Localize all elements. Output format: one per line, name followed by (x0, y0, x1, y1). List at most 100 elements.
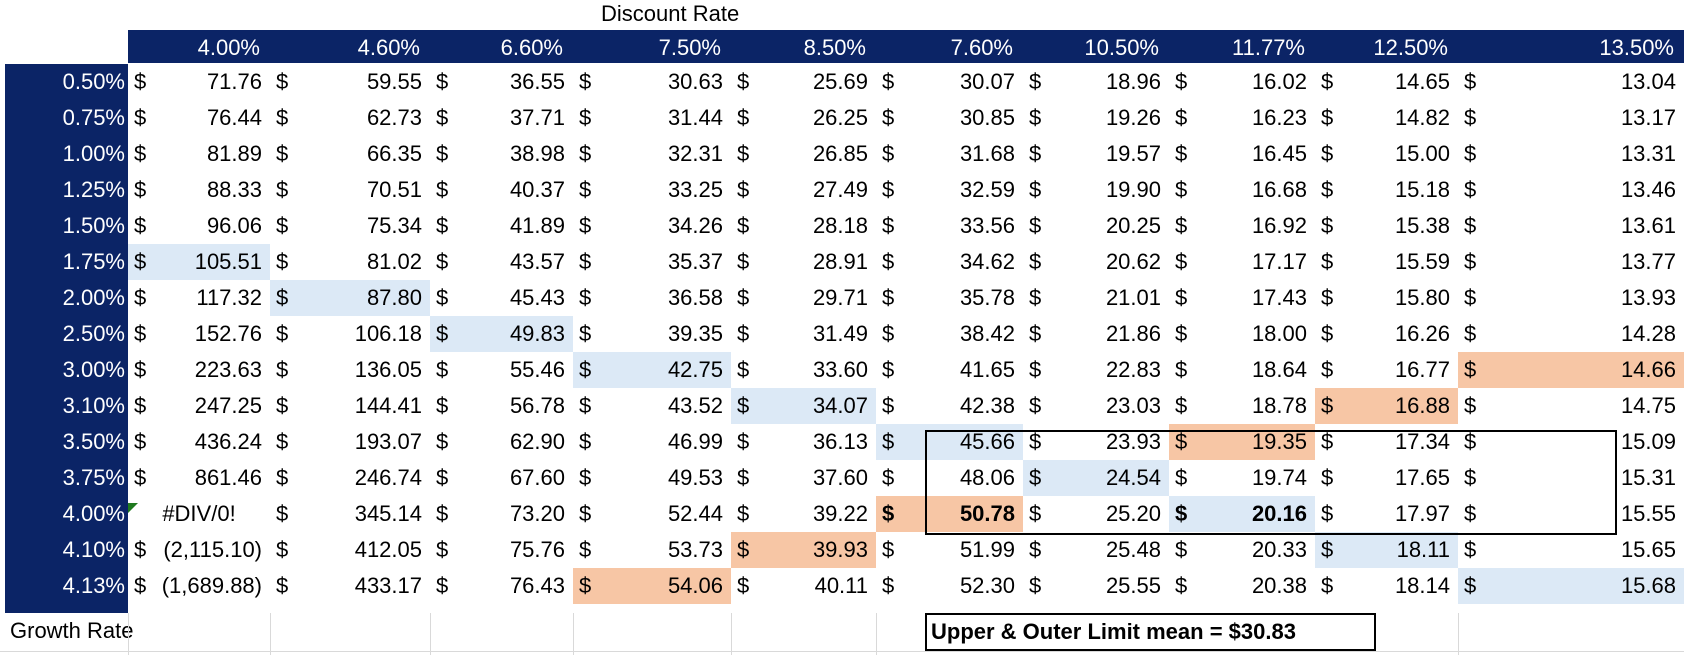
table-cell[interactable]: $13.04 (1458, 64, 1684, 100)
table-cell[interactable]: $71.76 (128, 64, 270, 100)
table-cell[interactable]: $345.14 (270, 496, 430, 532)
table-cell[interactable]: $105.51 (128, 244, 270, 280)
table-cell[interactable]: $246.74 (270, 460, 430, 496)
table-cell[interactable]: $21.86 (1023, 316, 1169, 352)
table-cell[interactable]: $52.30 (876, 568, 1023, 604)
table-cell[interactable]: $13.46 (1458, 172, 1684, 208)
table-cell[interactable]: $55.46 (430, 352, 573, 388)
table-cell[interactable]: $436.24 (128, 424, 270, 460)
table-cell[interactable]: $33.56 (876, 208, 1023, 244)
table-cell[interactable]: $14.28 (1458, 316, 1684, 352)
table-cell[interactable]: $36.55 (430, 64, 573, 100)
table-cell[interactable]: $13.17 (1458, 100, 1684, 136)
table-cell[interactable]: $32.31 (573, 136, 731, 172)
table-cell[interactable]: $46.99 (573, 424, 731, 460)
table-cell[interactable]: $18.64 (1169, 352, 1315, 388)
table-cell[interactable]: $19.26 (1023, 100, 1169, 136)
table-cell[interactable]: $66.35 (270, 136, 430, 172)
table-cell[interactable]: $87.80 (270, 280, 430, 316)
table-cell[interactable]: $50.78 (876, 496, 1023, 532)
table-cell[interactable]: $20.33 (1169, 532, 1315, 568)
table-cell[interactable]: $41.89 (430, 208, 573, 244)
table-cell[interactable]: $16.88 (1315, 388, 1458, 424)
table-cell[interactable]: $25.55 (1023, 568, 1169, 604)
table-cell[interactable]: $17.43 (1169, 280, 1315, 316)
table-cell[interactable]: $223.63 (128, 352, 270, 388)
table-cell[interactable]: $27.49 (731, 172, 876, 208)
table-cell[interactable]: $861.46 (128, 460, 270, 496)
table-cell[interactable]: $144.41 (270, 388, 430, 424)
table-cell[interactable]: $38.98 (430, 136, 573, 172)
table-cell[interactable]: $13.93 (1458, 280, 1684, 316)
table-cell[interactable]: $15.31 (1458, 460, 1684, 496)
table-cell[interactable]: $36.13 (731, 424, 876, 460)
table-cell[interactable]: $70.51 (270, 172, 430, 208)
table-cell[interactable]: $19.57 (1023, 136, 1169, 172)
table-cell[interactable]: $52.44 (573, 496, 731, 532)
table-cell[interactable]: $20.38 (1169, 568, 1315, 604)
table-cell[interactable]: $16.68 (1169, 172, 1315, 208)
table-cell[interactable]: $31.44 (573, 100, 731, 136)
table-cell[interactable]: $76.44 (128, 100, 270, 136)
table-cell[interactable]: $18.14 (1315, 568, 1458, 604)
table-cell[interactable]: $14.66 (1458, 352, 1684, 388)
table-cell[interactable]: $24.54 (1023, 460, 1169, 496)
table-cell[interactable]: $17.97 (1315, 496, 1458, 532)
table-cell[interactable]: $17.34 (1315, 424, 1458, 460)
table-cell[interactable]: $15.68 (1458, 568, 1684, 604)
table-cell[interactable]: $51.99 (876, 532, 1023, 568)
table-cell[interactable]: $39.22 (731, 496, 876, 532)
table-cell[interactable]: $45.43 (430, 280, 573, 316)
table-cell[interactable]: $16.26 (1315, 316, 1458, 352)
table-cell[interactable]: $48.06 (876, 460, 1023, 496)
table-cell[interactable]: $38.42 (876, 316, 1023, 352)
table-cell[interactable]: #DIV/0! (128, 496, 270, 532)
table-cell[interactable]: $81.89 (128, 136, 270, 172)
table-cell[interactable]: $ (1,689.88) (128, 568, 270, 604)
table-cell[interactable]: $16.92 (1169, 208, 1315, 244)
table-cell[interactable]: $21.01 (1023, 280, 1169, 316)
table-cell[interactable]: $53.73 (573, 532, 731, 568)
table-cell[interactable]: $16.02 (1169, 64, 1315, 100)
table-cell[interactable]: $16.23 (1169, 100, 1315, 136)
table-cell[interactable]: $30.85 (876, 100, 1023, 136)
table-cell[interactable]: $13.61 (1458, 208, 1684, 244)
table-cell[interactable]: $32.59 (876, 172, 1023, 208)
table-cell[interactable]: $20.16 (1169, 496, 1315, 532)
table-cell[interactable]: $433.17 (270, 568, 430, 604)
table-cell[interactable]: $34.07 (731, 388, 876, 424)
table-cell[interactable]: $31.68 (876, 136, 1023, 172)
table-cell[interactable]: $22.83 (1023, 352, 1169, 388)
table-cell[interactable]: $67.60 (430, 460, 573, 496)
table-cell[interactable]: $20.62 (1023, 244, 1169, 280)
table-cell[interactable]: $15.65 (1458, 532, 1684, 568)
table-cell[interactable]: $75.34 (270, 208, 430, 244)
table-cell[interactable]: $35.37 (573, 244, 731, 280)
table-cell[interactable]: $15.09 (1458, 424, 1684, 460)
table-cell[interactable]: $49.83 (430, 316, 573, 352)
table-cell[interactable]: $13.77 (1458, 244, 1684, 280)
table-cell[interactable]: $15.59 (1315, 244, 1458, 280)
table-cell[interactable]: $54.06 (573, 568, 731, 604)
table-cell[interactable]: $26.85 (731, 136, 876, 172)
table-cell[interactable]: $37.71 (430, 100, 573, 136)
table-cell[interactable]: $56.78 (430, 388, 573, 424)
table-cell[interactable]: $81.02 (270, 244, 430, 280)
table-cell[interactable]: $136.05 (270, 352, 430, 388)
table-cell[interactable]: $42.38 (876, 388, 1023, 424)
table-cell[interactable]: $247.25 (128, 388, 270, 424)
table-cell[interactable]: $75.76 (430, 532, 573, 568)
table-cell[interactable]: $412.05 (270, 532, 430, 568)
table-cell[interactable]: $25.20 (1023, 496, 1169, 532)
table-cell[interactable]: $42.75 (573, 352, 731, 388)
table-cell[interactable]: $117.32 (128, 280, 270, 316)
table-cell[interactable]: $ (2,115.10) (128, 532, 270, 568)
table-cell[interactable]: $34.26 (573, 208, 731, 244)
table-cell[interactable]: $14.65 (1315, 64, 1458, 100)
table-cell[interactable]: $193.07 (270, 424, 430, 460)
table-cell[interactable]: $33.25 (573, 172, 731, 208)
table-cell[interactable]: $40.37 (430, 172, 573, 208)
table-cell[interactable]: $49.53 (573, 460, 731, 496)
table-cell[interactable]: $28.18 (731, 208, 876, 244)
table-cell[interactable]: $15.38 (1315, 208, 1458, 244)
